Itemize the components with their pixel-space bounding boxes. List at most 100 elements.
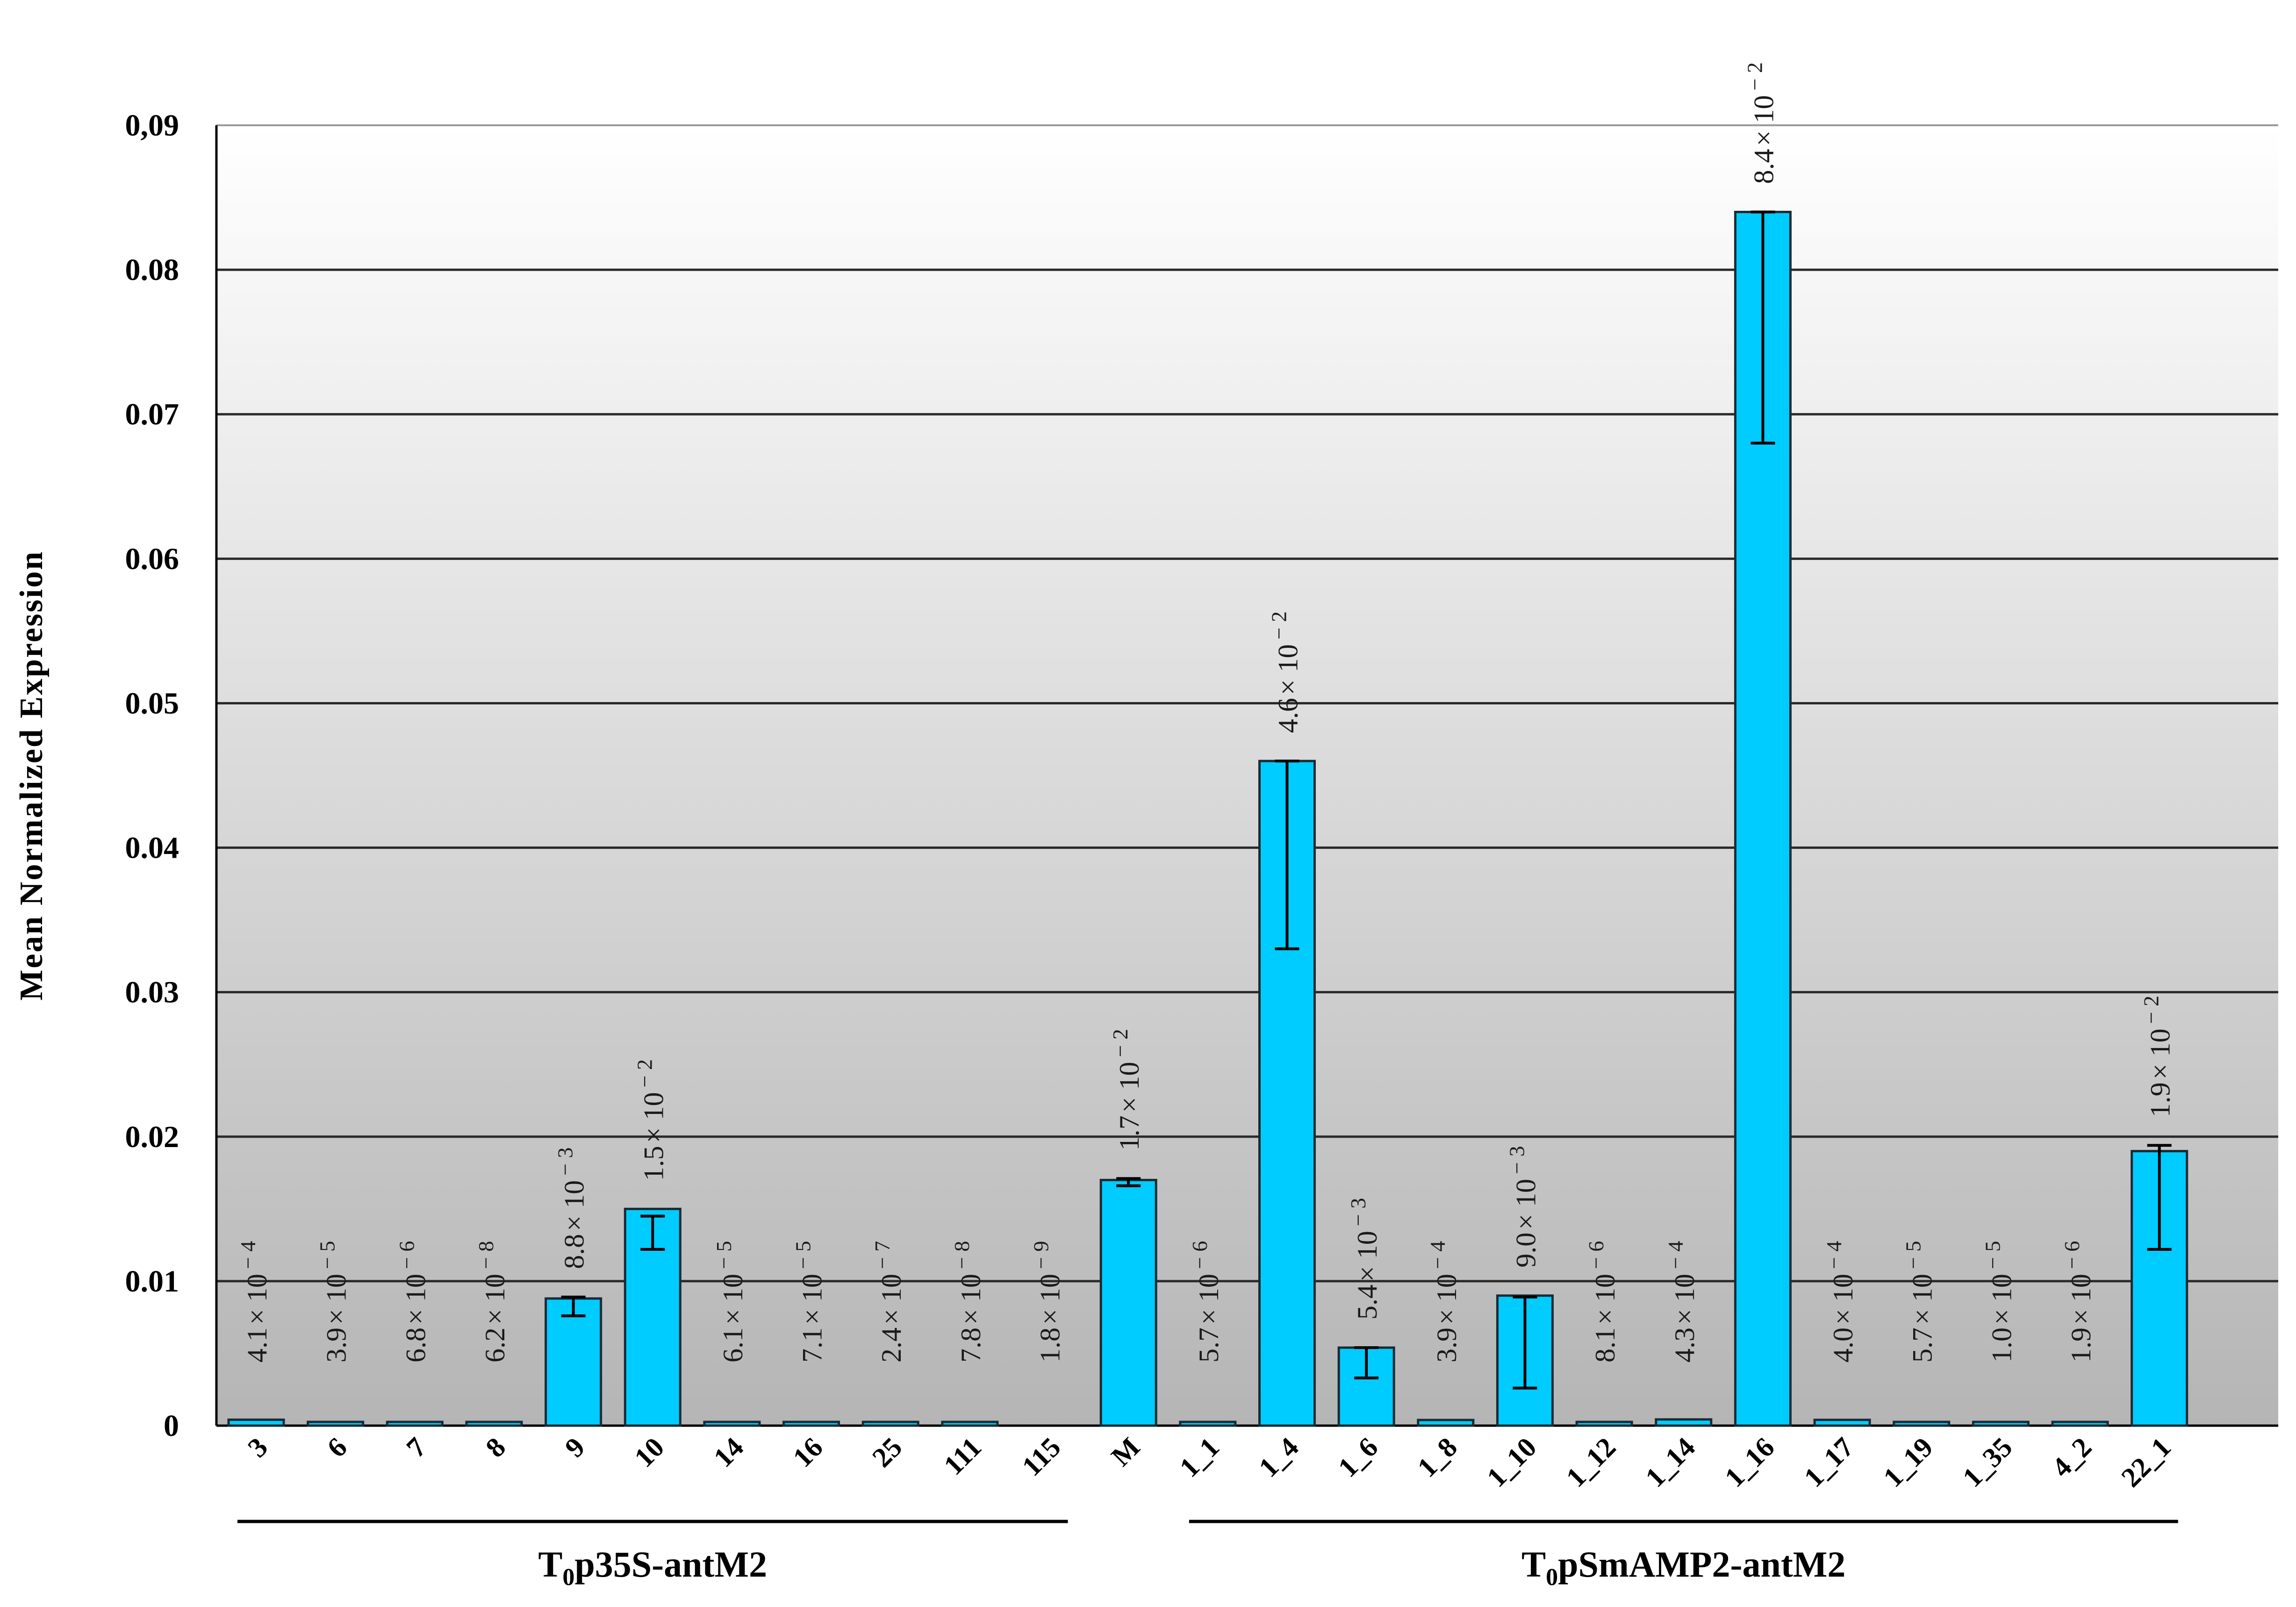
data-label: 8.8× 10− 3 <box>553 1148 590 1269</box>
x-tick-label: 8 <box>480 1432 511 1464</box>
data-label: 1.9× 10− 6 <box>2060 1241 2096 1363</box>
data-label-exponent: − 2 <box>1267 611 1291 639</box>
data-label: 6.2× 10− 8 <box>474 1241 510 1363</box>
x-tick-label: 1_10 <box>1481 1432 1543 1493</box>
data-label-mantissa: 5.4 <box>1352 1284 1383 1320</box>
x-tick-label: 1_14 <box>1639 1432 1701 1493</box>
data-label: 1.9× 10− 2 <box>2139 996 2176 1117</box>
data-label-mantissa: 4.6 <box>1273 698 1304 733</box>
data-label-mantissa: 1.9 <box>2145 1082 2176 1117</box>
x-tick-label: 115 <box>1016 1432 1067 1482</box>
bar <box>1179 1420 1237 1427</box>
y-tick-label: 0.04 <box>125 831 179 865</box>
data-label-exponent: − 3 <box>553 1148 577 1176</box>
x-axis-ticks: 3 6 7 8 9 10 14 16 25 111 115 M 1_1 1_4 1_6 1_8 1_10 1_12… <box>242 1432 2177 1493</box>
data-label: 7.8× 10− 8 <box>950 1241 986 1363</box>
x-tick-label: 1_16 <box>1719 1432 1780 1493</box>
data-label: 4.3× 10− 4 <box>1664 1241 1700 1363</box>
data-label-mantissa: 4.1 <box>242 1327 273 1363</box>
x-tick-label: 4_2 <box>2046 1432 2097 1483</box>
data-label-mantissa: 2.4 <box>876 1327 907 1363</box>
x-tick-label: M <box>1105 1432 1146 1472</box>
data-label-mantissa: 1.9 <box>2066 1327 2096 1363</box>
data-label: 1.5× 10− 2 <box>632 1059 669 1181</box>
group-label: T0p35S-antM2 <box>538 1544 767 1591</box>
x-tick-label: 1_12 <box>1560 1432 1622 1493</box>
data-label: 1.7× 10− 2 <box>1108 1029 1145 1150</box>
x-tick-label: 3 <box>242 1432 273 1464</box>
y-tick-label: 0.03 <box>125 976 179 1010</box>
x-tick-label: 1_8 <box>1412 1432 1463 1483</box>
data-label-exponent: − 3 <box>1505 1146 1528 1174</box>
data-label-mantissa: 5.7 <box>1907 1327 1938 1363</box>
x-tick-label: 16 <box>787 1432 829 1473</box>
data-label-exponent: − 6 <box>1188 1241 1212 1269</box>
x-tick-label: 25 <box>866 1432 908 1473</box>
y-tick-label: 0.07 <box>125 397 179 431</box>
x-tick-label: 7 <box>401 1432 432 1464</box>
data-label: 8.1× 10− 6 <box>1584 1241 1621 1363</box>
data-label-mantissa: 1.8 <box>1035 1327 1066 1363</box>
data-label-exponent: − 3 <box>1346 1198 1370 1226</box>
bar <box>1575 1420 1633 1427</box>
data-label: 4.6× 10− 2 <box>1267 611 1304 733</box>
data-label: 1.0× 10− 5 <box>1980 1241 2017 1363</box>
data-label-exponent: − 8 <box>950 1241 974 1269</box>
data-label-exponent: − 2 <box>1743 62 1766 90</box>
data-label-exponent: − 5 <box>316 1241 339 1269</box>
error-bar <box>1751 210 1775 445</box>
error-bar <box>1513 1295 1537 1390</box>
data-label-exponent: − 5 <box>1980 1241 2004 1269</box>
x-tick-label: 1_6 <box>1332 1432 1384 1483</box>
bar <box>1258 760 1316 1427</box>
x-tick-label: 10 <box>628 1432 670 1473</box>
data-label-mantissa: 8.8 <box>559 1234 590 1269</box>
data-label-exponent: − 5 <box>791 1241 815 1269</box>
data-label-exponent: − 4 <box>1426 1241 1449 1269</box>
y-tick-label: 0.06 <box>125 542 179 576</box>
data-label-mantissa: 7.8 <box>955 1327 986 1363</box>
x-tick-label: 6 <box>321 1432 353 1464</box>
data-label: 6.8× 10− 6 <box>395 1241 431 1363</box>
x-tick-label: 9 <box>559 1432 591 1464</box>
bar <box>545 1297 603 1427</box>
data-label-exponent: − 9 <box>1029 1241 1053 1269</box>
bar <box>1655 1418 1713 1427</box>
data-label-exponent: − 2 <box>632 1059 656 1087</box>
error-bar <box>1354 1346 1379 1379</box>
error-bar <box>1275 760 1299 950</box>
x-tick-label: 111 <box>938 1432 987 1481</box>
data-label-mantissa: 6.8 <box>400 1327 431 1363</box>
y-tick-label: 0.02 <box>125 1120 179 1154</box>
bar <box>1099 1179 1157 1427</box>
bar <box>1417 1419 1475 1427</box>
data-label: 1.8× 10− 9 <box>1029 1241 1066 1363</box>
data-label-mantissa: 8.4 <box>1748 149 1779 184</box>
data-label: 5.7× 10− 6 <box>1188 1241 1224 1363</box>
data-label-mantissa: 3.9 <box>1431 1327 1462 1363</box>
data-label-mantissa: 7.1 <box>797 1327 828 1363</box>
y-axis-label: Mean Normalized Expression <box>14 550 50 1000</box>
data-label-exponent: − 6 <box>395 1241 418 1269</box>
data-label: 4.0× 10− 4 <box>1822 1241 1858 1363</box>
data-label-mantissa: 3.9 <box>321 1327 352 1363</box>
data-label-mantissa: 4.3 <box>1669 1327 1700 1363</box>
data-label-exponent: − 4 <box>236 1241 260 1269</box>
y-tick-label: 0.01 <box>125 1264 179 1299</box>
data-label: 4.1× 10− 4 <box>236 1241 273 1363</box>
bar <box>227 1418 285 1427</box>
data-label: 2.4× 10− 7 <box>870 1241 907 1363</box>
data-label: 7.1× 10− 5 <box>791 1241 828 1363</box>
data-label-exponent: − 5 <box>712 1241 736 1269</box>
x-tick-label: 1_19 <box>1877 1432 1939 1493</box>
data-label-mantissa: 1.0 <box>1986 1327 2017 1363</box>
data-label-exponent: − 4 <box>1664 1241 1687 1269</box>
data-label: 5.7× 10− 5 <box>1901 1241 1938 1363</box>
data-label-exponent: − 2 <box>1108 1029 1132 1057</box>
x-tick-label: 1_35 <box>1957 1432 2018 1493</box>
data-label-mantissa: 6.2 <box>480 1327 510 1363</box>
data-label-exponent: − 5 <box>1901 1241 1925 1269</box>
error-bar <box>561 1295 586 1318</box>
y-tick-label: 0 <box>164 1409 179 1443</box>
